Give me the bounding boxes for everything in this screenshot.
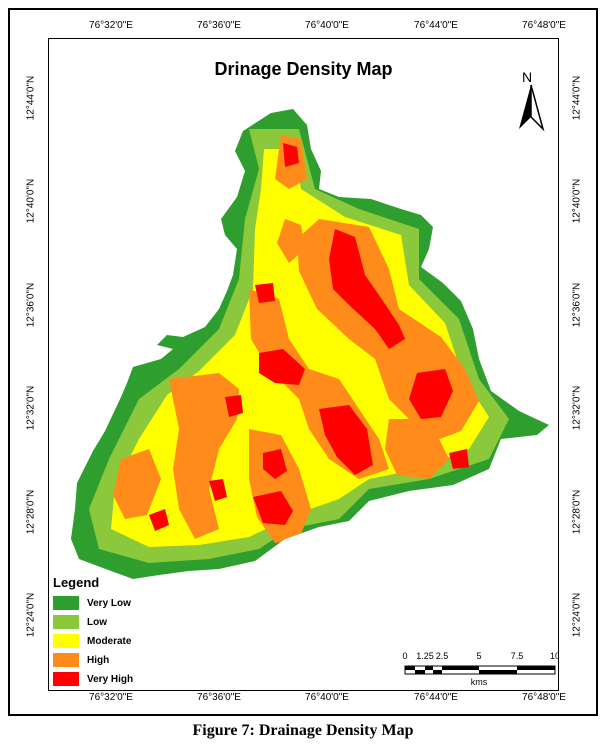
latitude-label-left: 12°32'0"N	[25, 385, 37, 431]
latitude-label-left: 12°28'0"N	[25, 489, 37, 535]
legend-item: Low	[53, 613, 203, 631]
legend-label: Very High	[87, 673, 134, 685]
longitude-label-top: 76°36'0"E	[197, 20, 241, 31]
map-area: Drinage Density Map N	[48, 38, 559, 691]
legend-item: Very Low	[53, 594, 203, 612]
latitude-label-left: 12°44'0"N	[25, 75, 37, 121]
legend-label: Very Low	[87, 597, 131, 609]
legend-item: Moderate	[53, 632, 203, 650]
longitude-label-top: 76°40'0"E	[305, 20, 349, 31]
longitude-label-bottom: 76°32'0"E	[89, 692, 133, 703]
scale-tick-label: 1.25	[416, 651, 434, 661]
scale-unit: kms	[470, 677, 488, 687]
map-title: Drinage Density Map	[214, 59, 393, 79]
legend-label: Moderate	[87, 635, 132, 647]
latitude-label-left: 12°36'0"N	[25, 282, 37, 328]
legend-swatch	[53, 615, 79, 629]
scale-bar: 0 1.25 2.5 5 7.5 10 kms	[401, 651, 558, 690]
legend-label: Low	[87, 616, 107, 628]
scale-tick-label: 2.5	[435, 651, 449, 661]
north-arrow-icon	[519, 84, 545, 132]
latitude-label-right: 12°36'0"N	[571, 282, 583, 328]
scale-bar-graphic	[404, 665, 556, 675]
longitude-label-bottom: 76°40'0"E	[305, 692, 349, 703]
latitude-label-left: 12°40'0"N	[25, 178, 37, 224]
longitude-label-bottom: 76°48'0"E	[522, 692, 566, 703]
latitude-label-left: 12°24'0"N	[25, 592, 37, 638]
legend-label: High	[87, 654, 110, 666]
scale-tick-label: 7.5	[510, 651, 524, 661]
latitude-label-right: 12°32'0"N	[571, 385, 583, 431]
legend-swatch	[53, 596, 79, 610]
latitude-label-right: 12°44'0"N	[571, 75, 583, 121]
latitude-label-right: 12°40'0"N	[571, 178, 583, 224]
legend: Legend Very Low Low Moderate High Very H…	[53, 575, 203, 689]
legend-swatch	[53, 672, 79, 686]
legend-swatch	[53, 634, 79, 648]
scale-tick-label: 0	[402, 651, 408, 661]
drainage-density-map	[71, 109, 549, 579]
longitude-label-bottom: 76°44'0"E	[414, 692, 458, 703]
longitude-label-bottom: 76°36'0"E	[197, 692, 241, 703]
legend-item: High	[53, 651, 203, 669]
scale-tick-label: 5	[476, 651, 482, 661]
legend-swatch	[53, 653, 79, 667]
longitude-label-top: 76°32'0"E	[89, 20, 133, 31]
longitude-label-top: 76°44'0"E	[414, 20, 458, 31]
latitude-label-right: 12°28'0"N	[571, 489, 583, 535]
legend-title: Legend	[53, 575, 100, 590]
legend-item: Very High	[53, 670, 203, 688]
latitude-label-right: 12°24'0"N	[571, 592, 583, 638]
scale-tick-label: 10	[549, 651, 558, 661]
north-label: N	[522, 69, 533, 85]
figure-caption: Figure 7: Drainage Density Map	[192, 722, 414, 739]
longitude-label-top: 76°48'0"E	[522, 20, 566, 31]
